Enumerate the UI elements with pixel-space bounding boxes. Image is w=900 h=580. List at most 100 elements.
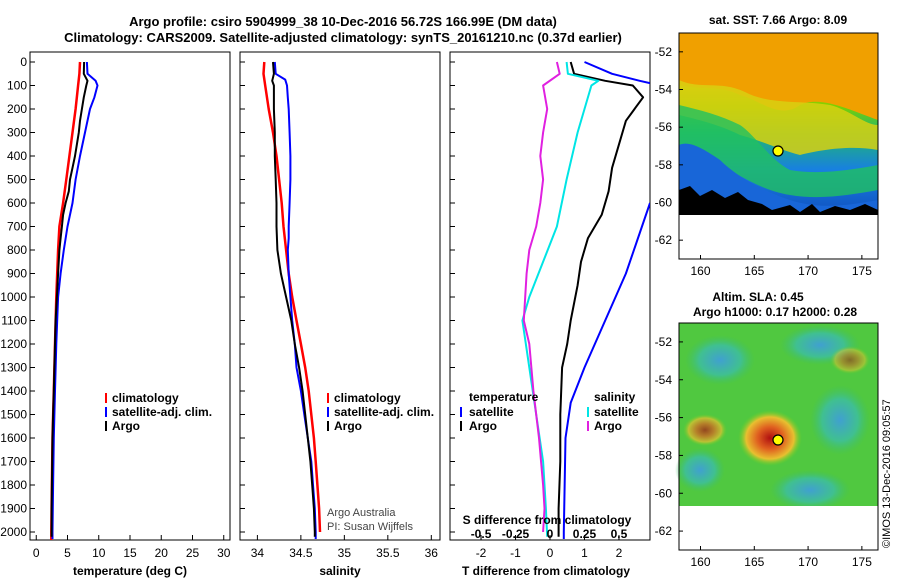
depth-tick-label: 900	[7, 267, 27, 281]
depth-tick-label: 200	[7, 102, 27, 116]
s-tick-label: 0	[547, 527, 554, 541]
sst-green-band	[679, 105, 878, 198]
map-lat-label: -54	[655, 83, 673, 97]
temperature-legend: climatology satellite-adj. clim. Argo	[105, 391, 212, 433]
sla-cool-eddy	[685, 335, 755, 385]
map-lon-label: 165	[744, 555, 764, 569]
x-tick-label: 10	[92, 546, 106, 560]
depth-tick-label: 100	[7, 79, 27, 93]
legend-label-argo: Argo	[334, 419, 362, 433]
sla-warm-eddy	[830, 346, 870, 374]
sla-no-data-area	[679, 506, 878, 550]
sla-map	[675, 322, 879, 551]
depth-axis: 0 100 200 300 400 500 600 700 800 900 1000 1100 1200…	[0, 55, 455, 539]
sst-map-title: sat. SST: 7.66 Argo: 8.09	[709, 13, 848, 27]
sst-ice-edge	[679, 186, 878, 215]
sla-cool-eddy	[810, 385, 870, 455]
depth-tick-label: 1100	[1, 314, 27, 328]
sla-cool-eddy	[675, 448, 725, 492]
sla-map-title: Altim. SLA: 0.45	[712, 290, 804, 304]
map-lat-label: -60	[655, 486, 673, 500]
depth-tick-label: 300	[7, 126, 27, 140]
salinity-legend: climatology satellite-adj. clim. Argo	[327, 391, 434, 433]
legend-label-s-satellite: satellite	[594, 405, 639, 419]
map-lat-label: -60	[655, 196, 673, 210]
sst-no-data-area	[679, 215, 878, 259]
sst-yellow-band	[679, 80, 878, 155]
map-lat-label: -62	[655, 524, 673, 538]
depth-tick-label: 1200	[0, 337, 27, 351]
depth-tick-label: 500	[7, 173, 27, 187]
series-line-satellite-adj-clim-	[273, 61, 317, 539]
legend-label-climatology: climatology	[112, 391, 179, 405]
map-lat-label: -58	[655, 158, 673, 172]
depth-tick-label: 1700	[0, 455, 27, 469]
depth-tick-label: 0	[20, 55, 27, 69]
map-lon-label: 160	[690, 555, 710, 569]
x-tick-label: 0	[547, 546, 554, 560]
map-lat-label: -62	[655, 233, 673, 247]
map-lat-label: -58	[655, 448, 673, 462]
map-lat-label: -54	[655, 373, 673, 387]
sst-map	[678, 32, 879, 260]
sla-map-frame	[678, 322, 879, 551]
depth-tick-label: 700	[7, 220, 27, 234]
sla-warm-eddy	[738, 410, 802, 466]
difference-plot	[521, 61, 650, 539]
map-lon-label: 175	[852, 555, 872, 569]
salinity-plot	[262, 61, 322, 539]
legend-label-s-argo: Argo	[594, 419, 622, 433]
x-tick-label: -1	[510, 546, 521, 560]
depth-tick-label: 600	[7, 196, 27, 210]
sla-cool-eddy	[770, 470, 850, 510]
header-title-line2: Climatology: CARS2009. Satellite-adjuste…	[64, 30, 622, 45]
x-tick-label: 30	[217, 546, 231, 560]
sst-warm-region	[679, 33, 878, 120]
map-lat-label: -56	[655, 120, 673, 134]
sla-map-subtitle: Argo h1000: 0.17 h2000: 0.28	[693, 305, 857, 319]
s-tick-label: 0.25	[573, 527, 597, 541]
legend-label-satellite: satellite-adj. clim.	[334, 405, 434, 419]
map-lon-label: 170	[798, 264, 818, 278]
t-difference-axis-label: T difference from climatology	[462, 564, 630, 578]
sst-argo-marker	[772, 145, 784, 157]
legend-temperature-heading: temperature	[469, 390, 539, 404]
x-tick-label: 35.5	[376, 546, 400, 560]
depth-tick-label: 1900	[0, 502, 27, 516]
depth-tick-label: 1300	[0, 361, 27, 375]
map-lat-label: -56	[655, 411, 673, 425]
depth-tick-label: 400	[7, 149, 27, 163]
x-tick-label: 34.5	[289, 546, 313, 560]
x-tick-label: 20	[155, 546, 169, 560]
x-tick-label: 1	[581, 546, 588, 560]
series-line-t-satellite-deep	[562, 202, 650, 539]
legend-label-climatology: climatology	[334, 391, 401, 405]
argo-australia-credit: Argo Australia	[327, 507, 396, 519]
x-tick-label: 25	[186, 546, 200, 560]
series-line-t-satellite	[584, 61, 650, 85]
s-difference-axis-label: S difference from climatology	[463, 513, 632, 527]
x-tick-label: -2	[476, 546, 487, 560]
temperature-axis-label: temperature (deg C)	[73, 564, 187, 578]
temperature-plot-frame	[29, 51, 231, 541]
sst-map-axes: 160 165 170 175 -52 -54 -56 -58 -60 -62	[655, 45, 873, 278]
x-tick-label: 35	[338, 546, 352, 560]
map-lat-label: -52	[655, 45, 673, 59]
map-lon-label: 175	[852, 264, 872, 278]
legend-label-t-satellite: satellite	[469, 405, 514, 419]
difference-plot-frame	[449, 51, 651, 541]
series-line-s-argo	[522, 61, 561, 533]
x-tick-label: 36	[425, 546, 439, 560]
legend-label-satellite: satellite-adj. clim.	[112, 405, 212, 419]
s-tick-label: -0.5	[471, 527, 492, 541]
x-tick-label: 15	[123, 546, 137, 560]
series-line-argo	[50, 61, 89, 537]
s-tick-label: -0.25	[502, 527, 530, 541]
s-tick-label: 0.5	[611, 527, 628, 541]
legend-label-t-argo: Argo	[469, 419, 497, 433]
legend-label-argo: Argo	[112, 419, 140, 433]
map-lat-label: -52	[655, 335, 673, 349]
legend-salinity-heading: salinity	[594, 390, 636, 404]
sla-map-axes: 160 165 170 175 -52 -54 -56 -58 -60 -62	[655, 335, 873, 569]
